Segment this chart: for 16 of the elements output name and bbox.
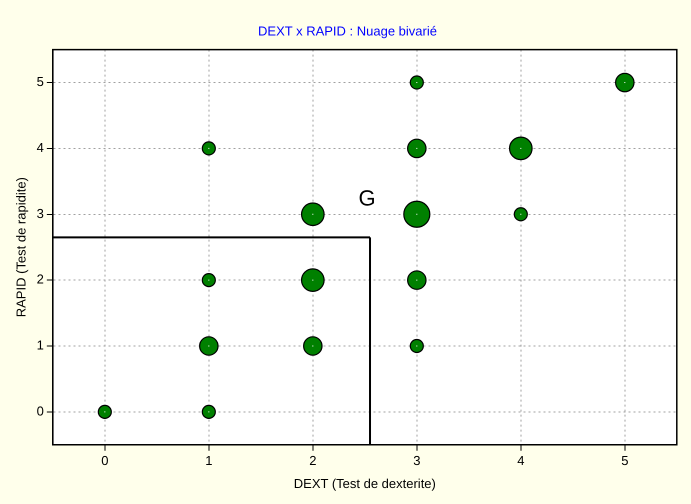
y-tick-label: 1 <box>36 338 44 353</box>
x-tick-label: 4 <box>517 453 524 468</box>
y-tick-label: 2 <box>36 272 44 287</box>
x-tick-label: 5 <box>621 453 628 468</box>
y-tick-label: 3 <box>36 206 44 221</box>
y-tick-label: 5 <box>36 74 44 90</box>
annotation: G <box>358 185 376 210</box>
x-axis-title: DEXT (Test de dexterite) <box>294 476 436 491</box>
x-tick-label: 2 <box>309 453 316 468</box>
chart-title: DEXT x RAPID : Nuage bivarié <box>258 23 437 38</box>
x-tick-label: 0 <box>101 453 108 468</box>
x-tick-label: 1 <box>205 453 212 468</box>
x-tick-label: 3 <box>413 453 420 468</box>
y-axis-title: RAPID (Test de rapidite) <box>13 177 28 318</box>
y-tick-label: 4 <box>36 140 44 155</box>
y-tick-label: 0 <box>36 403 44 418</box>
